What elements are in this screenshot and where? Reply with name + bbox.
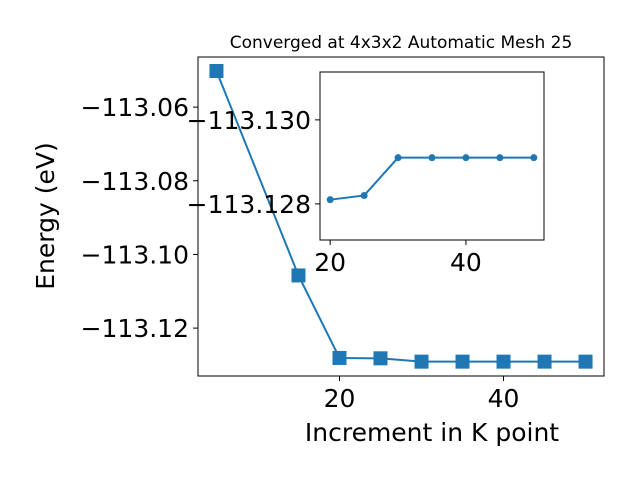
x-axis-label: Increment in K point [305, 418, 559, 447]
x-tick-label: 20 [314, 248, 346, 277]
x-tick-label: 20 [324, 384, 356, 413]
data-point [578, 354, 593, 369]
data-point [496, 154, 504, 162]
data-point [360, 191, 368, 199]
data-point [537, 354, 552, 369]
data-point [373, 351, 388, 366]
data-point [496, 354, 511, 369]
data-point [394, 154, 402, 162]
data-point [209, 63, 224, 78]
axes-frame [319, 71, 545, 241]
data-point [326, 196, 334, 204]
data-point [414, 354, 429, 369]
data-point [462, 154, 470, 162]
y-axis-label: Energy (eV) [31, 142, 60, 289]
y-tick-label: −113.08 [81, 167, 189, 196]
x-tick-label: 40 [488, 384, 520, 413]
axes-frame [197, 56, 605, 377]
data-point [455, 354, 470, 369]
data-point [428, 154, 436, 162]
y-tick-label: −113.10 [81, 240, 189, 269]
y-tick-label: −113.130 [187, 106, 311, 135]
data-point [530, 154, 538, 162]
y-tick-label: −113.12 [81, 314, 189, 343]
y-tick-label: −113.128 [187, 190, 311, 219]
data-point [332, 350, 347, 365]
y-tick-label: −113.06 [81, 93, 189, 122]
data-point [291, 268, 306, 283]
x-tick-label: 40 [450, 248, 482, 277]
chart-title: Converged at 4x3x2 Automatic Mesh 25 [230, 33, 573, 53]
